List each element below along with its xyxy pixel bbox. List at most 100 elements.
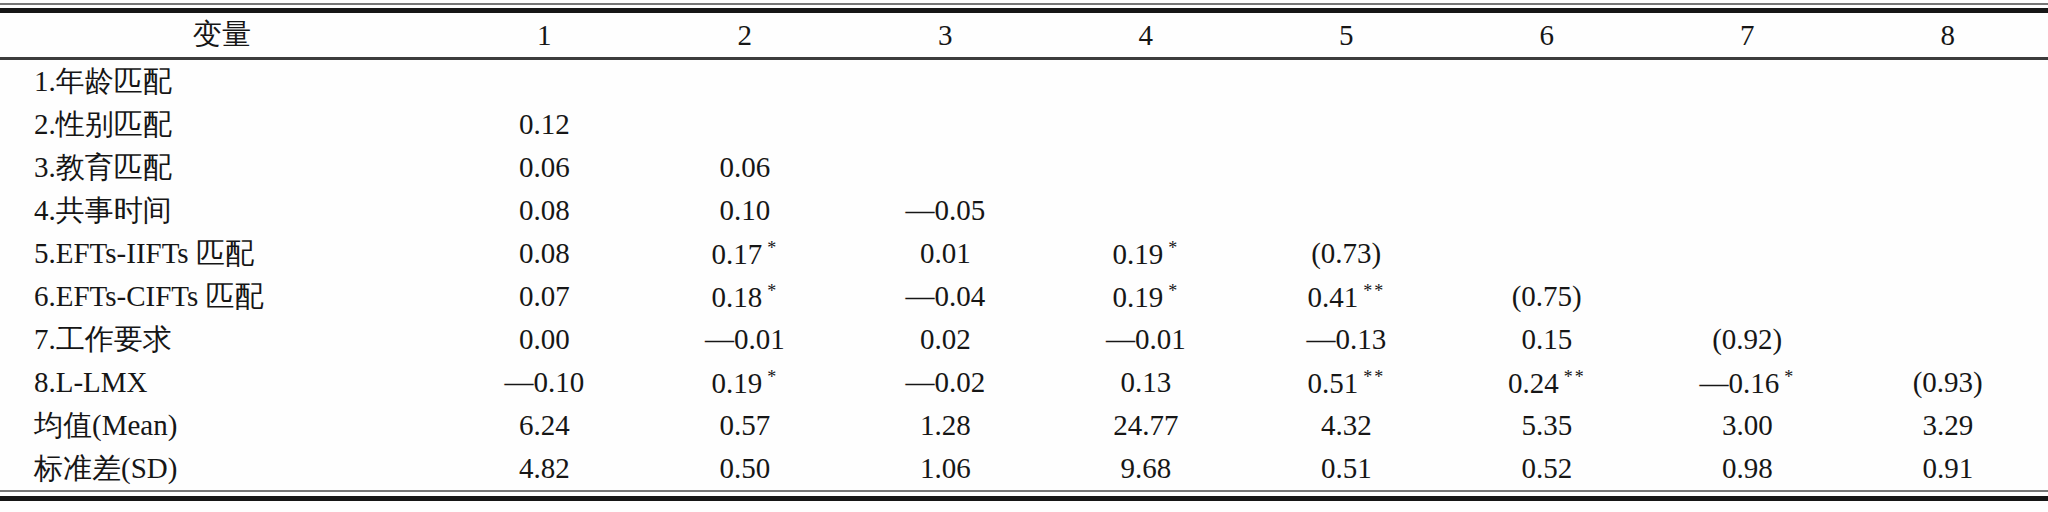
table-row: 4.共事时间0.080.10—0.05 [0, 189, 2048, 232]
row-label: 2.性别匹配 [0, 103, 444, 146]
cell-value: 0.15 [1521, 323, 1572, 355]
cell-value: 0.51 [1321, 452, 1372, 484]
cell-value: 0.08 [519, 194, 570, 226]
significance-asterisk: * [1168, 238, 1179, 258]
table-row: 1.年龄匹配 [0, 59, 2048, 104]
value-cell: 0.06 [645, 146, 846, 189]
row-label: 均值(Mean) [0, 404, 444, 447]
table-body: 1.年龄匹配2.性别匹配0.123.教育匹配0.060.064.共事时间0.08… [0, 59, 2048, 491]
value-cell [1246, 103, 1447, 146]
cell-value: 0.50 [719, 452, 770, 484]
value-cell [1848, 146, 2048, 189]
cell-value: 5.35 [1521, 409, 1572, 441]
cell-value: 0.10 [719, 194, 770, 226]
value-cell [1246, 146, 1447, 189]
value-cell [1647, 146, 1848, 189]
cell-value: 0.18 [711, 281, 762, 313]
value-cell: 0.19* [1046, 275, 1247, 318]
table-row: 均值(Mean)6.240.571.2824.774.325.353.003.2… [0, 404, 2048, 447]
significance-asterisk: * [767, 281, 778, 301]
cell-value: (0.73) [1311, 237, 1381, 269]
cell-value: (0.92) [1712, 323, 1782, 355]
value-cell: 3.29 [1848, 404, 2048, 447]
value-cell: 0.19* [1046, 232, 1247, 275]
value-cell: 0.51 [1246, 447, 1447, 490]
table-bottom-thin-rule [0, 490, 2048, 492]
cell-value: (0.93) [1913, 366, 1983, 398]
cell-value: 0.24 [1508, 367, 1559, 399]
significance-asterisk: * [1168, 281, 1179, 301]
cell-value: —0.13 [1306, 323, 1386, 355]
cell-value: 0.02 [920, 323, 971, 355]
cell-value: 0.19 [1112, 238, 1163, 270]
value-cell: 0.02 [845, 318, 1046, 361]
value-cell [1447, 103, 1648, 146]
value-cell: 0.07 [444, 275, 645, 318]
cell-value: 0.00 [519, 323, 570, 355]
row-label: 8.L-LMX [0, 361, 444, 404]
value-cell [1647, 103, 1848, 146]
cell-value: 0.13 [1120, 366, 1171, 398]
value-cell: 0.12 [444, 103, 645, 146]
value-cell: 0.06 [444, 146, 645, 189]
table-row: 8.L-LMX—0.100.19*—0.020.130.51**0.24**—0… [0, 361, 2048, 404]
column-header-variable: 变量 [0, 13, 444, 59]
value-cell: —0.02 [845, 361, 1046, 404]
cell-value: —0.01 [705, 323, 785, 355]
significance-asterisk: * [767, 238, 778, 258]
row-label: 3.教育匹配 [0, 146, 444, 189]
value-cell [1848, 59, 2048, 104]
significance-asterisk: ** [1363, 281, 1385, 301]
value-cell: —0.05 [845, 189, 1046, 232]
cell-value: 0.07 [519, 280, 570, 312]
value-cell: —0.01 [1046, 318, 1247, 361]
cell-value: 0.91 [1922, 452, 1973, 484]
value-cell: —0.01 [645, 318, 846, 361]
value-cell: 3.00 [1647, 404, 1848, 447]
value-cell [1848, 318, 2048, 361]
cell-value: —0.05 [905, 194, 985, 226]
column-header-4: 4 [1046, 13, 1247, 59]
value-cell [645, 59, 846, 104]
value-cell [1848, 103, 2048, 146]
value-cell: 0.08 [444, 189, 645, 232]
value-cell: 0.15 [1447, 318, 1648, 361]
value-cell: 1.06 [845, 447, 1046, 490]
value-cell [1447, 146, 1648, 189]
column-header-2: 2 [645, 13, 846, 59]
column-header-8: 8 [1848, 13, 2048, 59]
value-cell: 4.82 [444, 447, 645, 490]
value-cell: 0.17* [645, 232, 846, 275]
value-cell: 0.10 [645, 189, 846, 232]
value-cell: 5.35 [1447, 404, 1648, 447]
value-cell: 0.08 [444, 232, 645, 275]
value-cell: 0.98 [1647, 447, 1848, 490]
table-row: 7.工作要求0.00—0.010.02—0.01—0.130.15(0.92) [0, 318, 2048, 361]
value-cell: 0.13 [1046, 361, 1247, 404]
correlation-matrix-table: 变量12345678 1.年龄匹配2.性别匹配0.123.教育匹配0.060.0… [0, 13, 2048, 490]
value-cell: 0.24** [1447, 361, 1648, 404]
value-cell [1246, 59, 1447, 104]
value-cell: —0.04 [845, 275, 1046, 318]
table-row: 2.性别匹配 0.12 [0, 103, 2048, 146]
value-cell: (0.73) [1246, 232, 1447, 275]
cell-value: 0.12 [519, 108, 570, 140]
value-cell [1447, 232, 1648, 275]
cell-value: —0.10 [504, 366, 584, 398]
cell-value: 4.32 [1321, 409, 1372, 441]
value-cell [1848, 189, 2048, 232]
significance-asterisk: * [767, 367, 778, 387]
row-label: 5.EFTs-IIFTs 匹配 [0, 232, 444, 275]
value-cell [1246, 189, 1447, 232]
cell-value: 0.41 [1307, 281, 1358, 313]
cell-value: 0.06 [519, 151, 570, 183]
value-cell: 6.24 [444, 404, 645, 447]
value-cell [845, 103, 1046, 146]
value-cell: 0.91 [1848, 447, 2048, 490]
cell-value: 9.68 [1120, 452, 1171, 484]
value-cell [1046, 59, 1247, 104]
cell-value: 0.17 [711, 238, 762, 270]
value-cell [444, 59, 645, 104]
cell-value: 1.06 [920, 452, 971, 484]
value-cell [1647, 232, 1848, 275]
